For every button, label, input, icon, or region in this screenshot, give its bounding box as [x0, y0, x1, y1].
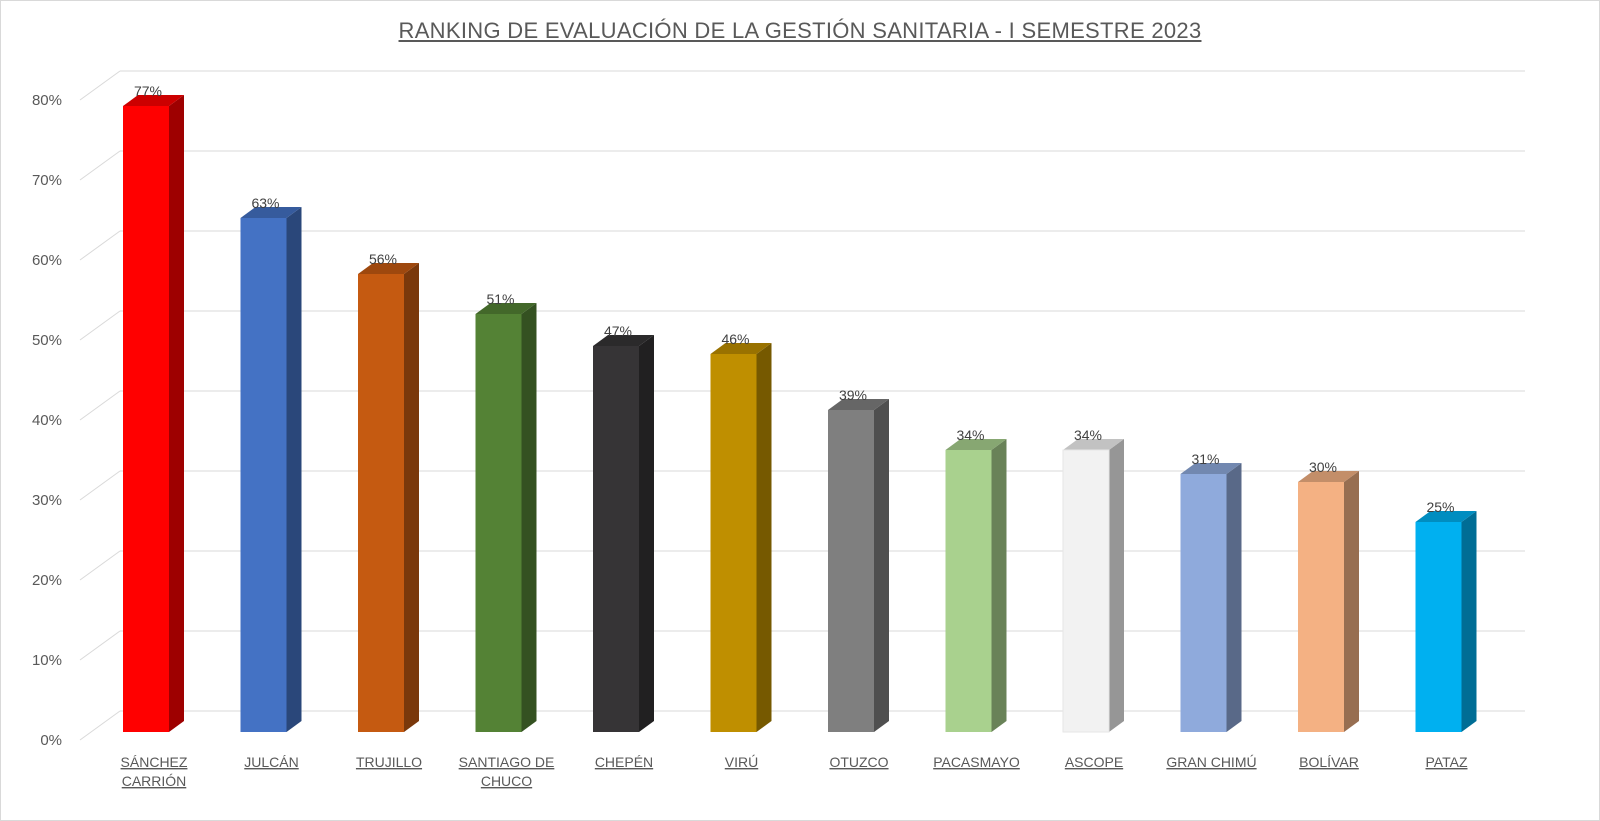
bar: [828, 410, 874, 732]
data-label: 31%: [1191, 451, 1219, 467]
bar: [1298, 482, 1344, 732]
x-tick-label: JULCÁN: [244, 754, 298, 770]
bar: [710, 354, 757, 732]
gridline-depth: [79, 150, 121, 181]
bar-top: [1063, 439, 1124, 450]
bar: [945, 450, 992, 732]
y-tick-label: 40%: [32, 412, 62, 429]
y-tick-label: 20%: [32, 572, 62, 589]
bar-top: [710, 343, 772, 354]
x-tick-label: ASCOPE: [1065, 754, 1123, 770]
bar-side: [756, 343, 772, 732]
gridline-depth: [79, 630, 121, 661]
bar: [1180, 474, 1227, 732]
gridline-depth: [79, 310, 121, 341]
x-tick-label: OTUZCO: [829, 754, 888, 770]
data-label: 39%: [839, 387, 867, 403]
x-tick-label: CARRIÓN: [122, 773, 187, 789]
gridline-depth: [79, 70, 121, 101]
bar-top: [240, 207, 302, 218]
gridline-depth: [79, 710, 121, 741]
bar-side: [991, 439, 1007, 732]
bar-side: [1226, 463, 1242, 732]
bar-side: [1344, 471, 1359, 732]
y-tick-label: 10%: [32, 652, 62, 669]
gridline-depth: [79, 390, 121, 421]
y-tick-label: 0%: [40, 732, 62, 749]
data-label: 30%: [1309, 459, 1337, 475]
x-tick-label: BOLÍVAR: [1299, 754, 1359, 770]
bar-top: [475, 303, 537, 314]
bar-side: [1461, 511, 1477, 732]
y-tick-label: 60%: [32, 252, 62, 269]
data-label: 63%: [251, 195, 279, 211]
x-tick-label: PATAZ: [1426, 754, 1468, 770]
bar-top: [1298, 471, 1359, 482]
bar-top: [945, 439, 1007, 450]
bar: [475, 314, 522, 732]
x-tick-label: PACASMAYO: [933, 754, 1020, 770]
x-tick-label: CHUCO: [481, 773, 532, 789]
bar-top: [1180, 463, 1242, 474]
y-tick-label: 70%: [32, 172, 62, 189]
data-label: 46%: [721, 331, 749, 347]
chart-title: RANKING DE EVALUACIÓN DE LA GESTIÓN SANI…: [398, 18, 1202, 43]
bar: [593, 346, 639, 732]
bar-side: [169, 95, 184, 732]
data-label: 25%: [1426, 499, 1454, 515]
data-label: 34%: [956, 427, 984, 443]
x-tick-label: GRAN CHIMÚ: [1166, 754, 1256, 770]
bar: [123, 106, 169, 732]
bar-side: [404, 263, 419, 732]
bar-top: [1415, 511, 1477, 522]
gridline-depth: [79, 230, 121, 261]
gridline-depth: [79, 470, 121, 501]
y-tick-label: 50%: [32, 332, 62, 349]
x-tick-label: SANTIAGO DE: [459, 754, 555, 770]
bar: [1415, 522, 1462, 732]
bar-side: [286, 207, 302, 732]
bar-top: [123, 95, 184, 106]
x-tick-label: TRUJILLO: [356, 754, 422, 770]
bar: [1062, 449, 1110, 733]
x-tick-label: SÁNCHEZ: [121, 754, 188, 770]
x-tick-label: VIRÚ: [725, 754, 758, 770]
x-tick-label: CHEPÉN: [595, 754, 653, 770]
bar: [358, 274, 404, 732]
y-tick-label: 30%: [32, 492, 62, 509]
data-label: 56%: [369, 251, 397, 267]
bar: [240, 218, 287, 732]
gridline-depth: [79, 550, 121, 581]
data-label: 47%: [604, 323, 632, 339]
bar-top: [828, 399, 889, 410]
data-label: 51%: [486, 291, 514, 307]
bar-side: [521, 303, 537, 732]
data-label: 34%: [1074, 427, 1102, 443]
bar-top: [593, 335, 654, 346]
data-label: 77%: [134, 83, 162, 99]
bar-top: [358, 263, 419, 274]
bar-side: [1109, 439, 1124, 732]
bar-side: [874, 399, 889, 732]
y-tick-label: 80%: [32, 92, 62, 109]
bar-side: [639, 335, 654, 732]
